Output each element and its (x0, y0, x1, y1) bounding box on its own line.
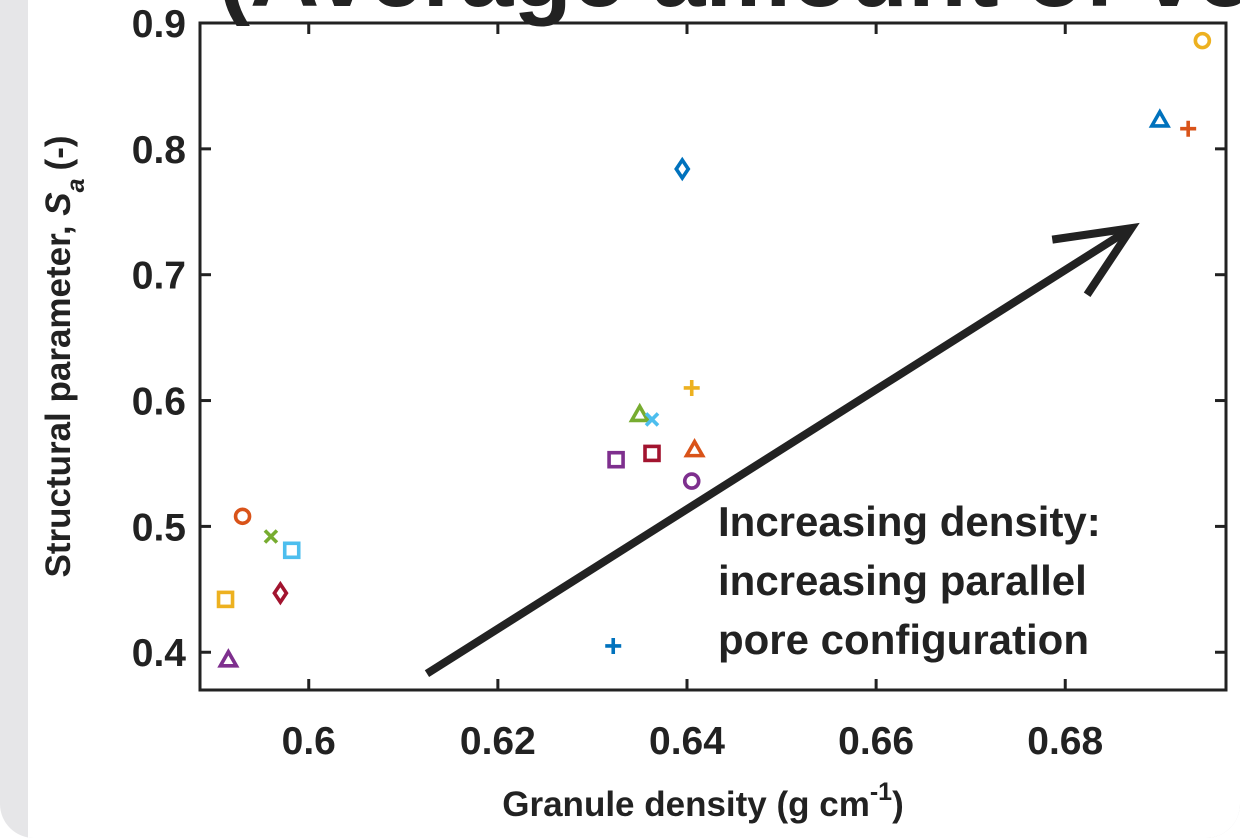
y-axis-title: Structural parameter, Sa (-) (39, 135, 90, 577)
arrow-shaft (424, 224, 1134, 678)
y-axis-title-unit: (-) (39, 135, 78, 170)
marker-plus (1180, 120, 1197, 137)
marker-circle (682, 472, 701, 490)
annotation-line-halo: pore configuration (718, 616, 1089, 663)
marker-circle (1193, 31, 1212, 50)
marker-x (263, 529, 279, 544)
y-axis-title-main: Structural parameter, (39, 225, 78, 577)
y-axis-title-subscript: a (62, 178, 90, 192)
marker-x (644, 412, 660, 427)
marker-square (216, 590, 235, 609)
marker-triangle (217, 648, 240, 668)
marker-square (607, 450, 625, 469)
annotation-text: Increasing density:Increasing density:in… (713, 493, 1106, 668)
scatter-chart: (Average amount of voids) Increasing den… (39, 0, 1240, 824)
x-axis-title: Granule density (g cm-1) (502, 778, 903, 824)
y-tick-label: 0.7 (132, 255, 186, 298)
marker-triangle (683, 438, 706, 458)
y-tick-label: 0.4 (132, 632, 187, 675)
y-axis-ticks: 0.4 0.5 0.6 0.7 0.8 0.9 (132, 3, 1226, 675)
y-tick-label: 0.9 (132, 3, 186, 46)
annotation-line: pore configuration (718, 616, 1089, 663)
y-tick-label: 0.5 (132, 506, 186, 549)
marker-triangle (1148, 108, 1171, 128)
y-axis-title-symbol: S (39, 192, 78, 215)
annotation-line: increasing parallel (718, 557, 1087, 604)
x-axis-title-main: Granule density (g cm (502, 785, 870, 824)
x-tick-label: 0.6 (282, 720, 336, 763)
trend-arrow (424, 222, 1140, 678)
annotation-line-halo: Increasing density: (718, 498, 1101, 545)
plot-area-frame (198, 21, 1228, 692)
annotation-line: Increasing density: (718, 498, 1101, 545)
marker-square (643, 444, 661, 463)
x-axis-title-end: ) (892, 785, 904, 824)
x-axis-ticks: 0.6 0.62 0.64 0.66 0.68 (282, 23, 1103, 763)
x-tick-label: 0.62 (460, 720, 536, 763)
x-axis-title-superscript: -1 (870, 778, 892, 806)
marker-plus (605, 637, 622, 654)
scatter-markers (216, 31, 1212, 668)
marker-plus (683, 379, 700, 396)
chart-canvas: (Average amount of voids) Increasing den… (28, 0, 1240, 838)
y-tick-label: 0.8 (132, 129, 186, 172)
marker-square (282, 541, 301, 560)
marker-triangle (628, 402, 651, 423)
arrow-head (1051, 222, 1140, 297)
x-tick-label: 0.66 (838, 720, 914, 763)
marker-diamond (674, 156, 691, 182)
marker-diamond (272, 580, 289, 606)
annotation-line-halo: increasing parallel (718, 557, 1087, 604)
y-tick-label: 0.6 (132, 381, 186, 424)
marker-circle (233, 507, 252, 526)
x-tick-label: 0.64 (649, 720, 725, 763)
x-tick-label: 0.68 (1027, 720, 1103, 763)
